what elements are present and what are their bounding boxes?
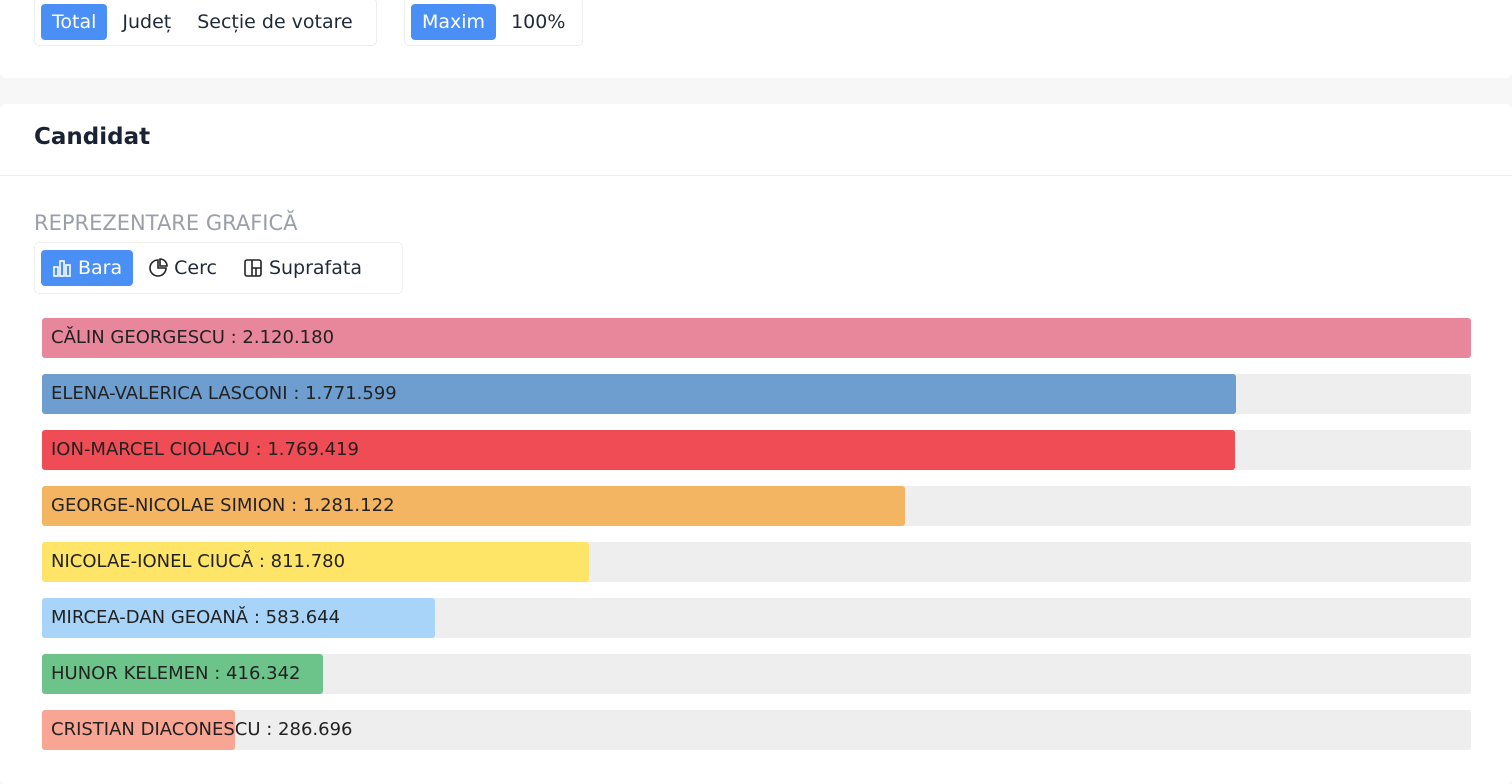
bar-label: ELENA-VALERICA LASCONI : 1.771.599 bbox=[51, 374, 397, 414]
separator: : bbox=[249, 439, 268, 460]
candidate-name: CĂLIN GEORGESCU bbox=[51, 327, 225, 348]
bar-label: MIRCEA-DAN GEOANĂ : 583.644 bbox=[51, 598, 340, 638]
tab-label: Bara bbox=[78, 257, 123, 279]
scale-button[interactable]: Maxim bbox=[411, 4, 497, 40]
divider bbox=[0, 175, 1512, 176]
view-tab[interactable]: Suprafata bbox=[232, 250, 373, 286]
separator: : bbox=[208, 663, 227, 684]
bar-label: CRISTIAN DIACONESCU : 286.696 bbox=[51, 710, 352, 750]
bar-track: MIRCEA-DAN GEOANĂ : 583.644 bbox=[42, 598, 1471, 638]
separator: : bbox=[287, 383, 306, 404]
scope-button[interactable]: Total bbox=[41, 4, 108, 40]
tab-label: Cerc bbox=[174, 257, 217, 279]
page: Total Județ Secție de votare Maxim 100% … bbox=[0, 0, 1512, 750]
bar bbox=[42, 710, 236, 750]
bar bbox=[42, 654, 323, 694]
bar-track: GEORGE-NICOLAE SIMION : 1.281.122 bbox=[42, 486, 1471, 526]
filter-card: Total Județ Secție de votare Maxim 100% bbox=[0, 0, 1512, 78]
bar-label: ION-MARCEL CIOLACU : 1.769.419 bbox=[51, 430, 359, 470]
scale-button[interactable]: 100% bbox=[511, 11, 566, 33]
candidate-name: NICOLAE-IONEL CIUCĂ bbox=[51, 551, 254, 572]
bar-track: CRISTIAN DIACONESCU : 286.696 bbox=[42, 710, 1471, 750]
bar-track: HUNOR KELEMEN : 416.342 bbox=[42, 654, 1471, 694]
bar bbox=[42, 374, 1237, 414]
separator: : bbox=[285, 495, 303, 516]
bar bbox=[42, 430, 1235, 470]
view-tabs: Bara Cerc Suprafata bbox=[34, 242, 403, 294]
scope-group: Total Județ Secție de votare bbox=[34, 0, 377, 46]
bar bbox=[42, 542, 590, 582]
bar-label: NICOLAE-IONEL CIUCĂ : 811.780 bbox=[51, 542, 345, 582]
view-tab[interactable]: Bara bbox=[41, 250, 134, 286]
bar bbox=[42, 486, 906, 526]
bar-track: ELENA-VALERICA LASCONI : 1.771.599 bbox=[42, 374, 1471, 414]
vote-count: 583.644 bbox=[265, 607, 341, 628]
separator: : bbox=[253, 551, 271, 572]
scope-button[interactable]: Județ bbox=[122, 11, 172, 33]
vote-count: 1.771.599 bbox=[305, 383, 397, 404]
view-tab[interactable]: Cerc bbox=[137, 250, 228, 286]
tab-label: Suprafata bbox=[268, 257, 362, 279]
bar bbox=[42, 598, 436, 638]
scale-group: Maxim 100% bbox=[404, 0, 583, 46]
bar-track: ION-MARCEL CIOLACU : 1.769.419 bbox=[42, 430, 1471, 470]
candidate-card: Candidat REPREZENTARE GRAFICĂ Bara Cerc … bbox=[0, 104, 1512, 784]
bar bbox=[42, 318, 1471, 358]
candidate-name: MIRCEA-DAN GEOANĂ bbox=[51, 607, 249, 628]
candidate-name: GEORGE-NICOLAE SIMION bbox=[51, 495, 286, 516]
section-label: REPREZENTARE GRAFICĂ bbox=[34, 211, 298, 235]
scope-button[interactable]: Secție de votare bbox=[197, 11, 353, 33]
vote-count: 811.780 bbox=[270, 551, 346, 572]
vote-count: 1.281.122 bbox=[302, 495, 395, 516]
bar-label: CĂLIN GEORGESCU : 2.120.180 bbox=[51, 318, 334, 358]
vote-count: 416.342 bbox=[226, 663, 301, 684]
bar-label: GEORGE-NICOLAE SIMION : 1.281.122 bbox=[51, 486, 395, 526]
candidate-name: CRISTIAN DIACONESCU bbox=[51, 719, 261, 740]
candidate-name: ELENA-VALERICA LASCONI bbox=[51, 383, 288, 404]
vote-count: 1.769.419 bbox=[267, 439, 359, 460]
separator: : bbox=[224, 327, 243, 348]
vote-count: 2.120.180 bbox=[242, 327, 335, 348]
separator: : bbox=[260, 719, 279, 740]
bar-track: NICOLAE-IONEL CIUCĂ : 811.780 bbox=[42, 542, 1471, 582]
candidate-name: HUNOR KELEMEN bbox=[51, 663, 209, 684]
candidate-name: ION-MARCEL CIOLACU bbox=[51, 439, 250, 460]
bar-label: HUNOR KELEMEN : 416.342 bbox=[51, 654, 300, 694]
card-title: Candidat bbox=[34, 124, 151, 150]
bar-track: CĂLIN GEORGESCU : 2.120.180 bbox=[42, 318, 1471, 358]
vote-count: 286.696 bbox=[278, 719, 353, 740]
separator: : bbox=[248, 607, 266, 628]
